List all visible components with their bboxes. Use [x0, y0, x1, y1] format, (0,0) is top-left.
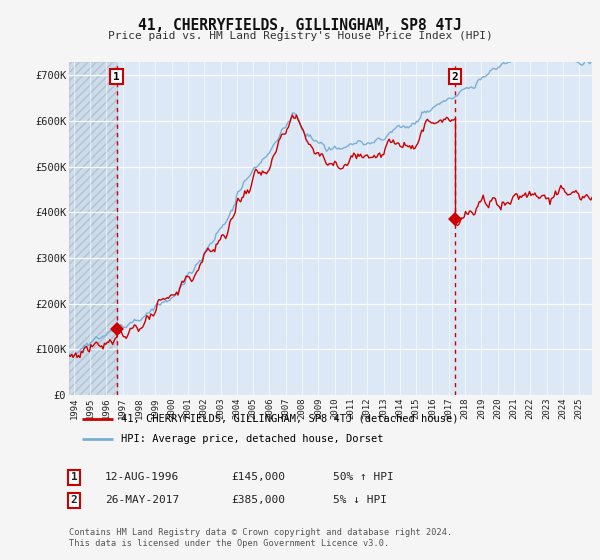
Text: 5% ↓ HPI: 5% ↓ HPI — [333, 495, 387, 505]
Bar — [69, 62, 116, 395]
Text: 50% ↑ HPI: 50% ↑ HPI — [333, 472, 394, 482]
Text: 2: 2 — [452, 72, 458, 82]
Text: Price paid vs. HM Land Registry's House Price Index (HPI): Price paid vs. HM Land Registry's House … — [107, 31, 493, 41]
Text: HPI: Average price, detached house, Dorset: HPI: Average price, detached house, Dors… — [121, 434, 384, 444]
Text: Contains HM Land Registry data © Crown copyright and database right 2024.
This d: Contains HM Land Registry data © Crown c… — [69, 528, 452, 548]
Text: 2: 2 — [71, 495, 77, 505]
Text: 41, CHERRYFIELDS, GILLINGHAM, SP8 4TJ (detached house): 41, CHERRYFIELDS, GILLINGHAM, SP8 4TJ (d… — [121, 414, 459, 424]
Text: 1: 1 — [113, 72, 120, 82]
Text: 26-MAY-2017: 26-MAY-2017 — [105, 495, 179, 505]
Text: 1: 1 — [71, 472, 77, 482]
Text: 12-AUG-1996: 12-AUG-1996 — [105, 472, 179, 482]
Text: 41, CHERRYFIELDS, GILLINGHAM, SP8 4TJ: 41, CHERRYFIELDS, GILLINGHAM, SP8 4TJ — [138, 18, 462, 34]
Text: £145,000: £145,000 — [231, 472, 285, 482]
Text: £385,000: £385,000 — [231, 495, 285, 505]
